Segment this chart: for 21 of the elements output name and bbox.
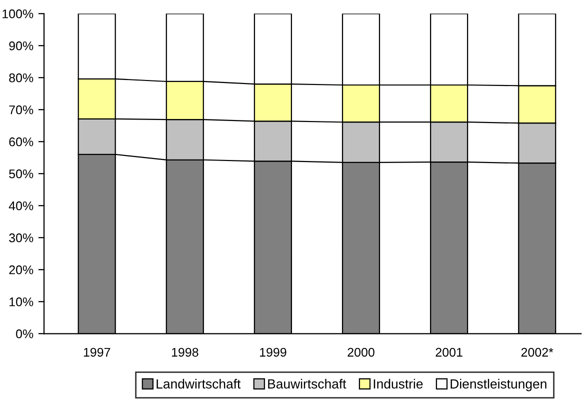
y-tick-label: 40%	[8, 201, 34, 210]
legend-label: Dienstleistungen	[450, 378, 546, 392]
y-tick-label: 50%	[9, 169, 34, 178]
legend-label: Bauwirtschaft	[268, 378, 346, 389]
y-tick-label: 80%	[9, 73, 34, 82]
x-tick-label: 2002*	[521, 348, 554, 357]
y-tick-label: 0%	[16, 329, 34, 338]
y-tick-label: 30%	[9, 233, 34, 242]
x-tick-label: 1999	[260, 348, 286, 357]
legend-label: Landwirtschaft	[156, 378, 241, 389]
y-tick-label: 70%	[9, 105, 34, 114]
y-tick-label: 10%	[10, 297, 34, 306]
y-tick-label: 60%	[9, 137, 34, 146]
x-tick-label: 1997	[84, 348, 110, 357]
y-tick-label: 100%	[2, 9, 34, 18]
x-tick-label: 1998	[172, 348, 198, 357]
y-tick-label: 20%	[9, 265, 34, 274]
legend-label: Industrie	[374, 378, 423, 389]
y-tick-label: 90%	[9, 41, 34, 50]
x-tick-label: 2001	[436, 348, 462, 357]
x-tick-label: 2000	[348, 348, 374, 357]
